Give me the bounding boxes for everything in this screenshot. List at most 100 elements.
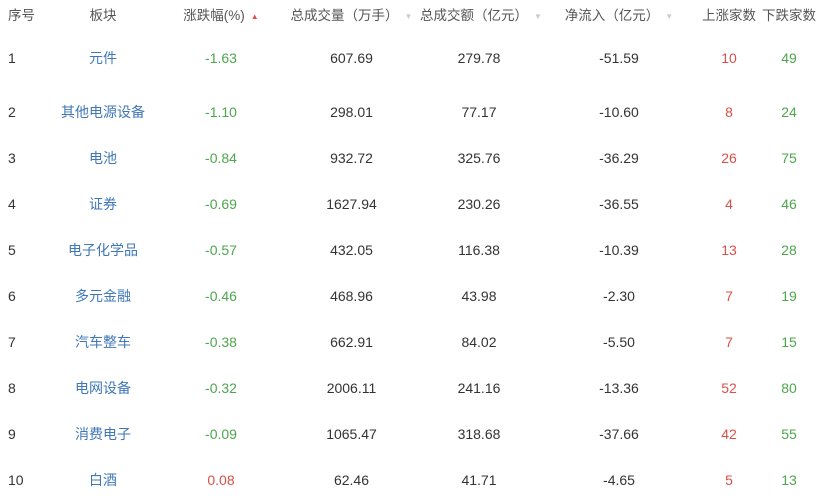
netflow-value: -13.36 xyxy=(599,380,639,396)
header-down: 下跌家数 xyxy=(762,8,816,23)
header-volume-label: 总成交量（万手） xyxy=(290,8,399,23)
volume-value: 932.72 xyxy=(330,150,373,166)
header-change-label: 涨跌幅(%) xyxy=(183,8,245,23)
table-row: 10 白酒 0.08 62.46 41.71 -4.65 5 13 xyxy=(0,457,819,503)
up-count: 8 xyxy=(725,104,733,120)
change-value: -0.84 xyxy=(205,150,237,166)
down-count: 55 xyxy=(781,426,797,442)
header-index: 序号 xyxy=(8,8,35,23)
up-count: 13 xyxy=(721,242,737,258)
sector-link[interactable]: 消费电子 xyxy=(75,426,131,442)
row-index: 5 xyxy=(8,242,16,258)
header-netflow[interactable]: 净流入（亿元） ▼ xyxy=(539,0,699,28)
up-count: 42 xyxy=(721,426,737,442)
amount-value: 116.38 xyxy=(458,242,500,258)
change-value: -1.10 xyxy=(205,104,237,120)
netflow-value: -36.55 xyxy=(599,196,639,212)
table-row: 7 汽车整车 -0.38 662.91 84.02 -5.50 7 15 xyxy=(0,319,819,365)
sector-link[interactable]: 电池 xyxy=(89,150,117,166)
change-value: -0.57 xyxy=(205,242,237,258)
change-value: -0.32 xyxy=(205,380,237,396)
change-value: -0.46 xyxy=(205,288,237,304)
header-up: 上涨家数 xyxy=(702,8,756,23)
sort-down-icon[interactable]: ▼ xyxy=(534,11,542,21)
netflow-value: -51.59 xyxy=(599,50,639,66)
volume-value: 1627.94 xyxy=(326,196,377,212)
netflow-value: -10.39 xyxy=(599,242,639,258)
sector-link[interactable]: 白酒 xyxy=(89,472,117,488)
netflow-value: -10.60 xyxy=(599,104,639,120)
row-index: 1 xyxy=(8,50,16,66)
header-amount[interactable]: 总成交额（亿元） ▼ xyxy=(419,0,542,28)
row-index: 7 xyxy=(8,334,16,350)
amount-value: 325.76 xyxy=(457,150,501,166)
table-row: 4 证券 -0.69 1627.94 230.26 -36.55 4 46 xyxy=(0,181,819,227)
down-count: 19 xyxy=(781,288,797,304)
row-index: 4 xyxy=(8,196,16,212)
netflow-value: -4.65 xyxy=(603,472,635,488)
sector-link[interactable]: 电网设备 xyxy=(75,380,131,396)
up-count: 5 xyxy=(725,472,733,488)
sector-link[interactable]: 其他电源设备 xyxy=(61,104,145,120)
amount-value: 41.71 xyxy=(461,472,497,488)
sector-link[interactable]: 元件 xyxy=(89,50,117,66)
amount-value: 241.16 xyxy=(457,380,501,396)
sector-link[interactable]: 多元金融 xyxy=(75,288,131,304)
amount-value: 279.78 xyxy=(457,50,501,66)
table-row: 3 电池 -0.84 932.72 325.76 -36.29 26 75 xyxy=(0,135,819,181)
up-count: 10 xyxy=(721,50,737,66)
row-index: 3 xyxy=(8,150,16,166)
table-row: 9 消费电子 -0.09 1065.47 318.68 -37.66 42 55 xyxy=(0,411,819,457)
up-count: 52 xyxy=(721,380,737,396)
change-value: -0.69 xyxy=(205,196,237,212)
netflow-value: -5.50 xyxy=(603,334,635,350)
row-index: 2 xyxy=(8,104,16,120)
row-index: 8 xyxy=(8,380,16,396)
table-row: 8 电网设备 -0.32 2006.11 241.16 -13.36 52 80 xyxy=(0,365,819,411)
sector-link[interactable]: 证券 xyxy=(89,196,117,212)
amount-value: 84.02 xyxy=(461,334,497,350)
amount-value: 230.26 xyxy=(457,196,501,212)
down-count: 80 xyxy=(781,380,797,396)
down-count: 15 xyxy=(781,334,797,350)
up-count: 7 xyxy=(725,288,733,304)
change-value: -0.38 xyxy=(205,334,237,350)
row-index: 9 xyxy=(8,426,16,442)
sort-up-icon[interactable]: ▲ xyxy=(250,11,259,21)
volume-value: 432.05 xyxy=(330,242,373,258)
volume-value: 2006.11 xyxy=(326,380,377,396)
header-netflow-label: 净流入（亿元） xyxy=(564,8,660,23)
volume-value: 662.91 xyxy=(330,334,373,350)
row-index: 6 xyxy=(8,288,16,304)
change-value: -1.63 xyxy=(205,50,237,66)
sort-down-icon[interactable]: ▼ xyxy=(404,11,413,21)
volume-value: 468.96 xyxy=(330,288,373,304)
netflow-value: -37.66 xyxy=(599,426,639,442)
amount-value: 318.68 xyxy=(457,426,501,442)
amount-value: 43.98 xyxy=(461,288,497,304)
sector-link[interactable]: 电子化学品 xyxy=(68,242,138,258)
netflow-value: -36.29 xyxy=(599,150,639,166)
table-row: 6 多元金融 -0.46 468.96 43.98 -2.30 7 19 xyxy=(0,273,819,319)
up-count: 7 xyxy=(725,334,733,350)
down-count: 24 xyxy=(781,104,797,120)
volume-value: 298.01 xyxy=(330,104,373,120)
down-count: 46 xyxy=(781,196,797,212)
sector-link[interactable]: 汽车整车 xyxy=(75,334,131,350)
change-value: -0.09 xyxy=(205,426,237,442)
header-change[interactable]: 涨跌幅(%) ▲ xyxy=(158,0,284,28)
volume-value: 62.46 xyxy=(333,472,370,488)
table-header: 序号 板块 涨跌幅(%) ▲ 总成交量（万手） ▼ 总成交额（亿元） ▼ 净流入（亿元… xyxy=(0,0,819,28)
amount-value: 77.17 xyxy=(461,104,497,120)
header-volume[interactable]: 总成交量（万手） ▼ xyxy=(284,0,419,28)
volume-value: 1065.47 xyxy=(326,426,377,442)
down-count: 28 xyxy=(781,242,797,258)
sort-down-icon[interactable]: ▼ xyxy=(665,11,674,21)
down-count: 49 xyxy=(781,50,797,66)
table-row: 2 其他电源设备 -1.10 298.01 77.17 -10.60 8 24 xyxy=(0,89,819,135)
up-count: 4 xyxy=(725,196,733,212)
table-row: 5 电子化学品 -0.57 432.05 116.38 -10.39 13 28 xyxy=(0,227,819,273)
volume-value: 607.69 xyxy=(330,50,373,66)
down-count: 13 xyxy=(781,472,797,488)
